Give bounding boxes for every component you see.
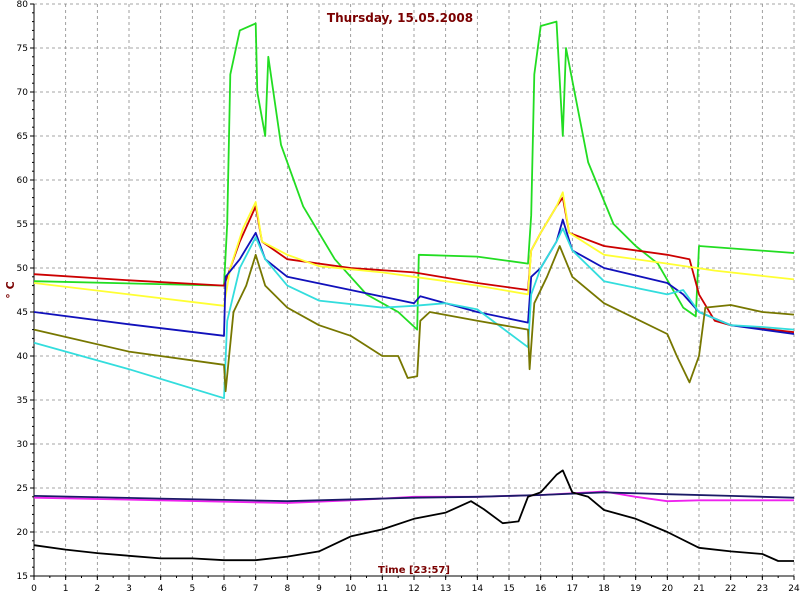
series-line-8 [33,491,795,503]
x-axis-ticks: 0 1 2 3 4 5 6 7 8 9 10 11 12 13 14 15 16 17 18 19 20 21 22 23 24 [31,576,800,594]
chart-title: Thursday, 15.05.2008 [327,11,473,25]
y-tick-label: 20 [17,528,29,538]
x-tick-label: 1 [63,584,69,594]
series-line-4 [33,218,795,337]
series-line-9 [33,469,794,562]
y-tick-label: 60 [17,176,29,186]
x-tick-label: 8 [284,584,290,594]
x-tick-label: 20 [662,584,674,594]
x-tick-label: 16 [535,584,547,594]
y-tick-label: 75 [17,44,28,54]
x-tick-label: 13 [440,584,451,594]
x-axis-label: Time [23:57] [378,565,450,576]
y-tick-label: 45 [17,308,28,318]
y-tick-label: 15 [17,572,28,582]
y-tick-label: 50 [17,264,29,274]
y-tick-label: 30 [17,440,29,450]
x-tick-label: 7 [253,584,259,594]
y-tick-label: 65 [17,132,28,142]
y-tick-label: 80 [17,0,29,10]
x-tick-label: 24 [788,584,800,594]
y-tick-label: 40 [17,352,29,362]
x-tick-label: 23 [757,584,768,594]
x-tick-label: 15 [503,584,514,594]
x-tick-label: 2 [94,584,100,594]
x-tick-label: 17 [567,584,578,594]
x-tick-label: 3 [126,584,132,594]
x-tick-label: 9 [316,584,322,594]
y-axis-ticks: 15 20 25 30 35 40 45 50 55 60 65 70 75 80 [17,0,34,582]
x-tick-label: 4 [158,584,164,594]
x-tick-label: 12 [408,584,419,594]
y-tick-label: 70 [17,88,29,98]
x-tick-label: 6 [221,584,227,594]
x-tick-label: 10 [345,584,357,594]
series-group [33,20,795,562]
series-line-3 [33,191,795,307]
x-tick-label: 5 [189,584,195,594]
x-tick-label: 0 [31,584,37,594]
y-tick-label: 35 [17,396,28,406]
x-tick-label: 14 [472,584,484,594]
series-line-5 [33,227,795,400]
x-tick-label: 18 [598,584,610,594]
series-line-1 [33,20,795,331]
series-line-6 [33,245,795,393]
y-tick-label: 25 [17,484,28,494]
x-tick-label: 21 [693,584,704,594]
y-axis-label: ° C [4,281,17,298]
x-tick-label: 19 [630,584,642,594]
y-tick-label: 55 [17,220,28,230]
x-tick-label: 22 [725,584,736,594]
x-tick-label: 11 [377,584,388,594]
